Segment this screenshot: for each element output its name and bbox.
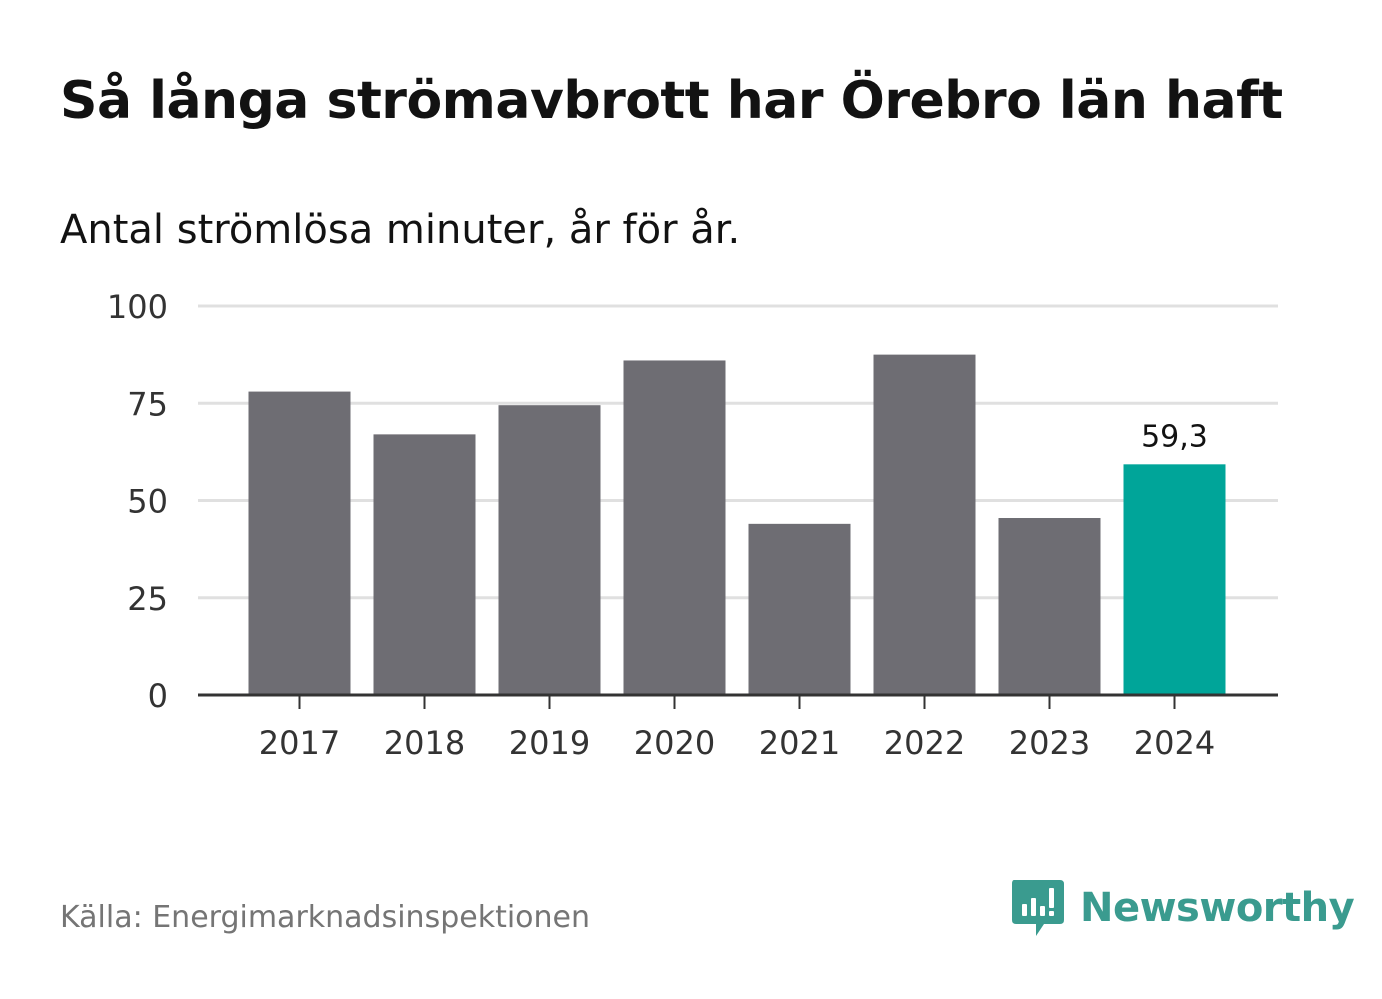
y-tick-label: 75: [127, 385, 168, 423]
x-tick-label: 2018: [384, 724, 465, 762]
bar-2022: [873, 354, 976, 695]
bar-2021: [748, 523, 851, 695]
x-tick-label: 2021: [759, 724, 840, 762]
bar-2019: [498, 405, 601, 695]
bar-2020: [623, 360, 726, 695]
brand-logo[interactable]: Newsworthy: [1010, 878, 1355, 938]
y-tick-label: 0: [148, 677, 168, 715]
y-tick-label: 50: [127, 483, 168, 521]
y-axis-ticks: 0 25 50 75 100: [107, 288, 168, 715]
bar-2023: [998, 518, 1101, 695]
chart-title: Så långa strömavbrott har Örebro län haf…: [60, 71, 1283, 131]
x-tick-label: 2023: [1009, 724, 1090, 762]
chart-subtitle: Antal strömlösa minuter, år för år.: [60, 207, 741, 253]
x-tick-label: 2019: [509, 724, 590, 762]
data-label: 59,3: [1141, 419, 1208, 454]
newsworthy-logo-icon: [1012, 880, 1064, 936]
x-tick-label: 2020: [634, 724, 715, 762]
x-tick-label: 2017: [259, 724, 340, 762]
data-labels: 59,3: [1141, 419, 1208, 454]
brand-name: Newsworthy: [1080, 885, 1355, 931]
bars: [248, 354, 1226, 695]
bar-2024: [1123, 464, 1226, 695]
x-tick-label: 2022: [884, 724, 965, 762]
y-tick-label: 25: [127, 580, 168, 618]
source-note: Källa: Energimarknadsinspektionen: [60, 900, 591, 935]
bar-2018: [373, 434, 476, 695]
gridlines: [198, 304, 1278, 600]
x-tick-label: 2024: [1134, 724, 1215, 762]
y-tick-label: 100: [107, 288, 168, 326]
bar-2017: [248, 391, 351, 695]
x-axis-ticks: 2017 2018 2019 2020 2021 2022 2023 2024: [259, 695, 1215, 762]
